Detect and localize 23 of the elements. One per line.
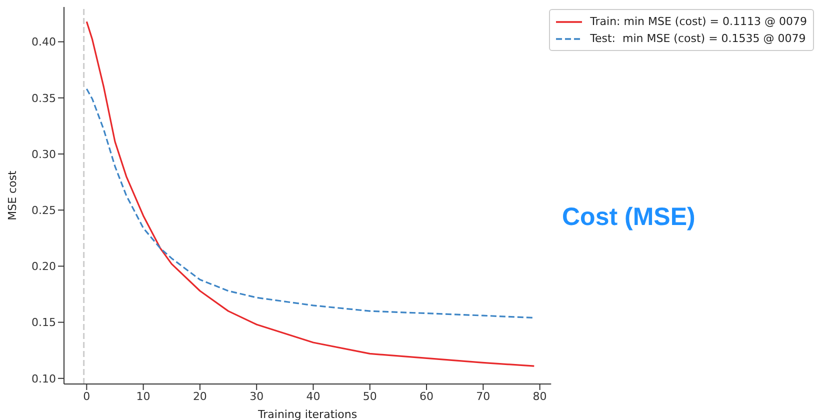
y-tick-label: 0.35 — [32, 92, 56, 105]
x-tick-label: 0 — [83, 390, 90, 403]
x-tick-label: 30 — [250, 390, 264, 403]
x-tick-label: 50 — [362, 390, 377, 403]
legend-label: Test: min MSE (cost) = 0.1535 @ 0079 — [590, 32, 806, 45]
y-tick-label: 0.30 — [32, 148, 56, 161]
x-tick-label: 60 — [420, 390, 434, 403]
legend-label: Train: min MSE (cost) = 0.1113 @ 0079 — [590, 15, 807, 28]
y-tick-label: 0.40 — [32, 36, 56, 49]
text: Cost (MSE) — [562, 203, 696, 232]
x-tick-label: 20 — [192, 390, 207, 403]
x-tick-label: 70 — [476, 390, 490, 403]
line-series — [86, 88, 535, 319]
x-tick-label: 80 — [532, 390, 547, 403]
x-tick-label: 10 — [136, 390, 150, 403]
line-series — [86, 20, 535, 367]
y-tick-label: 0.10 — [32, 372, 56, 386]
x-tick-label: 40 — [306, 390, 320, 403]
y-tick-label: 0.25 — [32, 204, 56, 217]
y-axis-title: MSE cost — [6, 170, 19, 220]
x-axis-title: Training iterations — [257, 408, 358, 420]
y-tick-label: 0.15 — [32, 316, 56, 330]
y-tick-label: 0.20 — [32, 260, 56, 274]
